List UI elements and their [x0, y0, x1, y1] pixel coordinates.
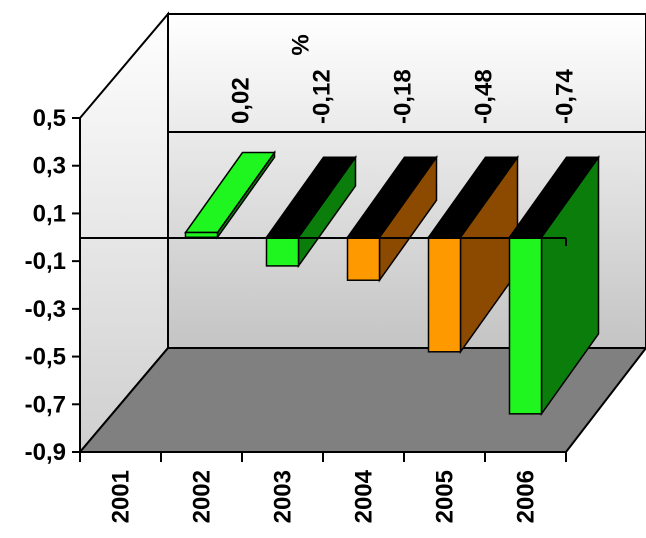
- data-label: -0,12: [309, 69, 336, 124]
- x-category-label: 2003: [270, 470, 297, 523]
- unit-label: %: [287, 34, 314, 55]
- x-category-label: 2006: [513, 470, 540, 523]
- y-tick-label: 0,5: [33, 105, 66, 132]
- bar-2006: [508, 154, 600, 417]
- y-tick-label: -0,7: [25, 391, 66, 418]
- x-category-label: 2002: [189, 470, 216, 523]
- y-tick-label: -0,5: [25, 344, 66, 371]
- x-category-label: 2004: [351, 469, 378, 523]
- x-category-label: 2005: [432, 470, 459, 523]
- bar-2004: [346, 154, 438, 283]
- data-label: -0,48: [471, 69, 498, 124]
- bar-front-face: [184, 231, 219, 239]
- bar-front-face: [346, 236, 381, 281]
- bar-front-face: [265, 236, 300, 267]
- x-category-label: 2001: [108, 470, 135, 523]
- y-tick-label: 0,1: [33, 200, 66, 227]
- y-tick-label: -0,9: [25, 439, 66, 466]
- bar-front-face: [427, 236, 462, 353]
- bar-2002: [184, 150, 276, 240]
- data-label: -0,74: [552, 69, 579, 124]
- y-tick-label: -0,1: [25, 248, 66, 275]
- data-label: -0,18: [390, 69, 417, 124]
- bar-2005: [427, 154, 519, 355]
- data-label: 0,02: [228, 77, 255, 124]
- bar-front-face: [508, 236, 543, 415]
- y-tick-label: 0,3: [33, 153, 66, 180]
- y-tick-label: -0,3: [25, 296, 66, 323]
